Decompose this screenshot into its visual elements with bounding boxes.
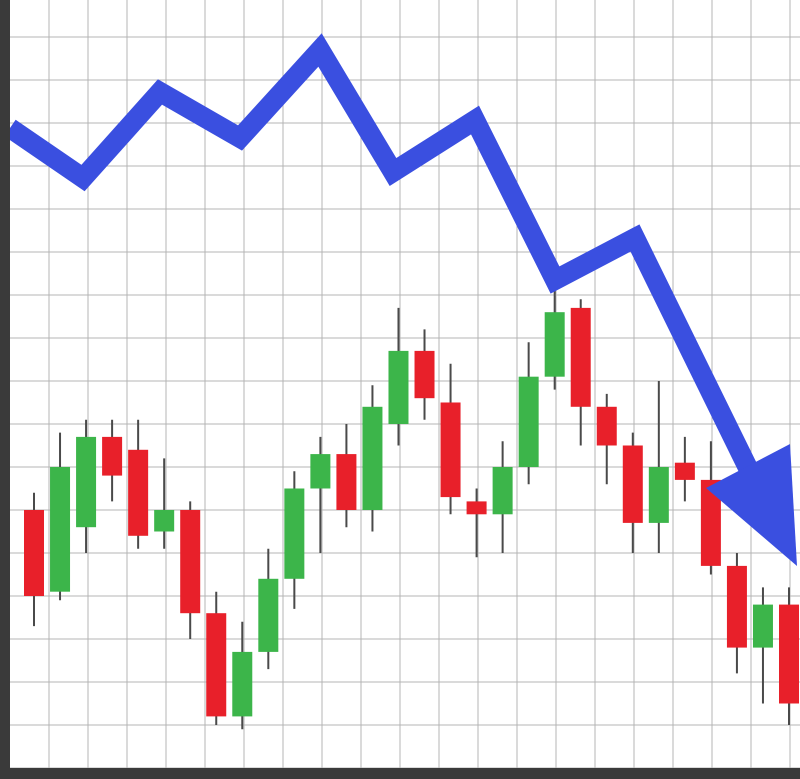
candle-body	[206, 613, 227, 717]
candle-body	[24, 509, 44, 596]
candle-body	[779, 604, 799, 704]
arrow-head	[706, 444, 797, 566]
candle-body	[180, 509, 201, 614]
candle-body	[596, 406, 617, 446]
candle-body	[154, 509, 175, 532]
candle-body	[414, 350, 435, 399]
candle-body	[570, 307, 591, 407]
candle-body	[310, 454, 331, 489]
candle-body	[362, 406, 383, 510]
candle-body	[466, 501, 487, 515]
candle-body	[284, 488, 305, 579]
candle-body	[518, 376, 539, 467]
trend-arrow	[4, 33, 797, 566]
candle-body	[258, 578, 279, 652]
candle-body	[388, 350, 409, 424]
candle-body	[102, 436, 123, 476]
candle-body	[622, 445, 643, 523]
candle-body	[700, 479, 721, 566]
candle-body	[492, 466, 513, 515]
candle-body	[726, 565, 747, 648]
y-axis	[0, 0, 10, 779]
candle-body	[674, 462, 695, 480]
trend-line	[4, 33, 757, 473]
candle-body	[128, 449, 149, 536]
candle-body	[232, 651, 253, 717]
candle-body	[648, 466, 669, 523]
x-axis	[0, 768, 800, 779]
candle-body	[76, 436, 97, 528]
candle-body	[50, 466, 71, 592]
candles	[24, 290, 799, 730]
candle-body	[752, 604, 773, 648]
candle-body	[336, 454, 357, 510]
candle-body	[440, 402, 461, 498]
candle-body	[544, 312, 565, 377]
